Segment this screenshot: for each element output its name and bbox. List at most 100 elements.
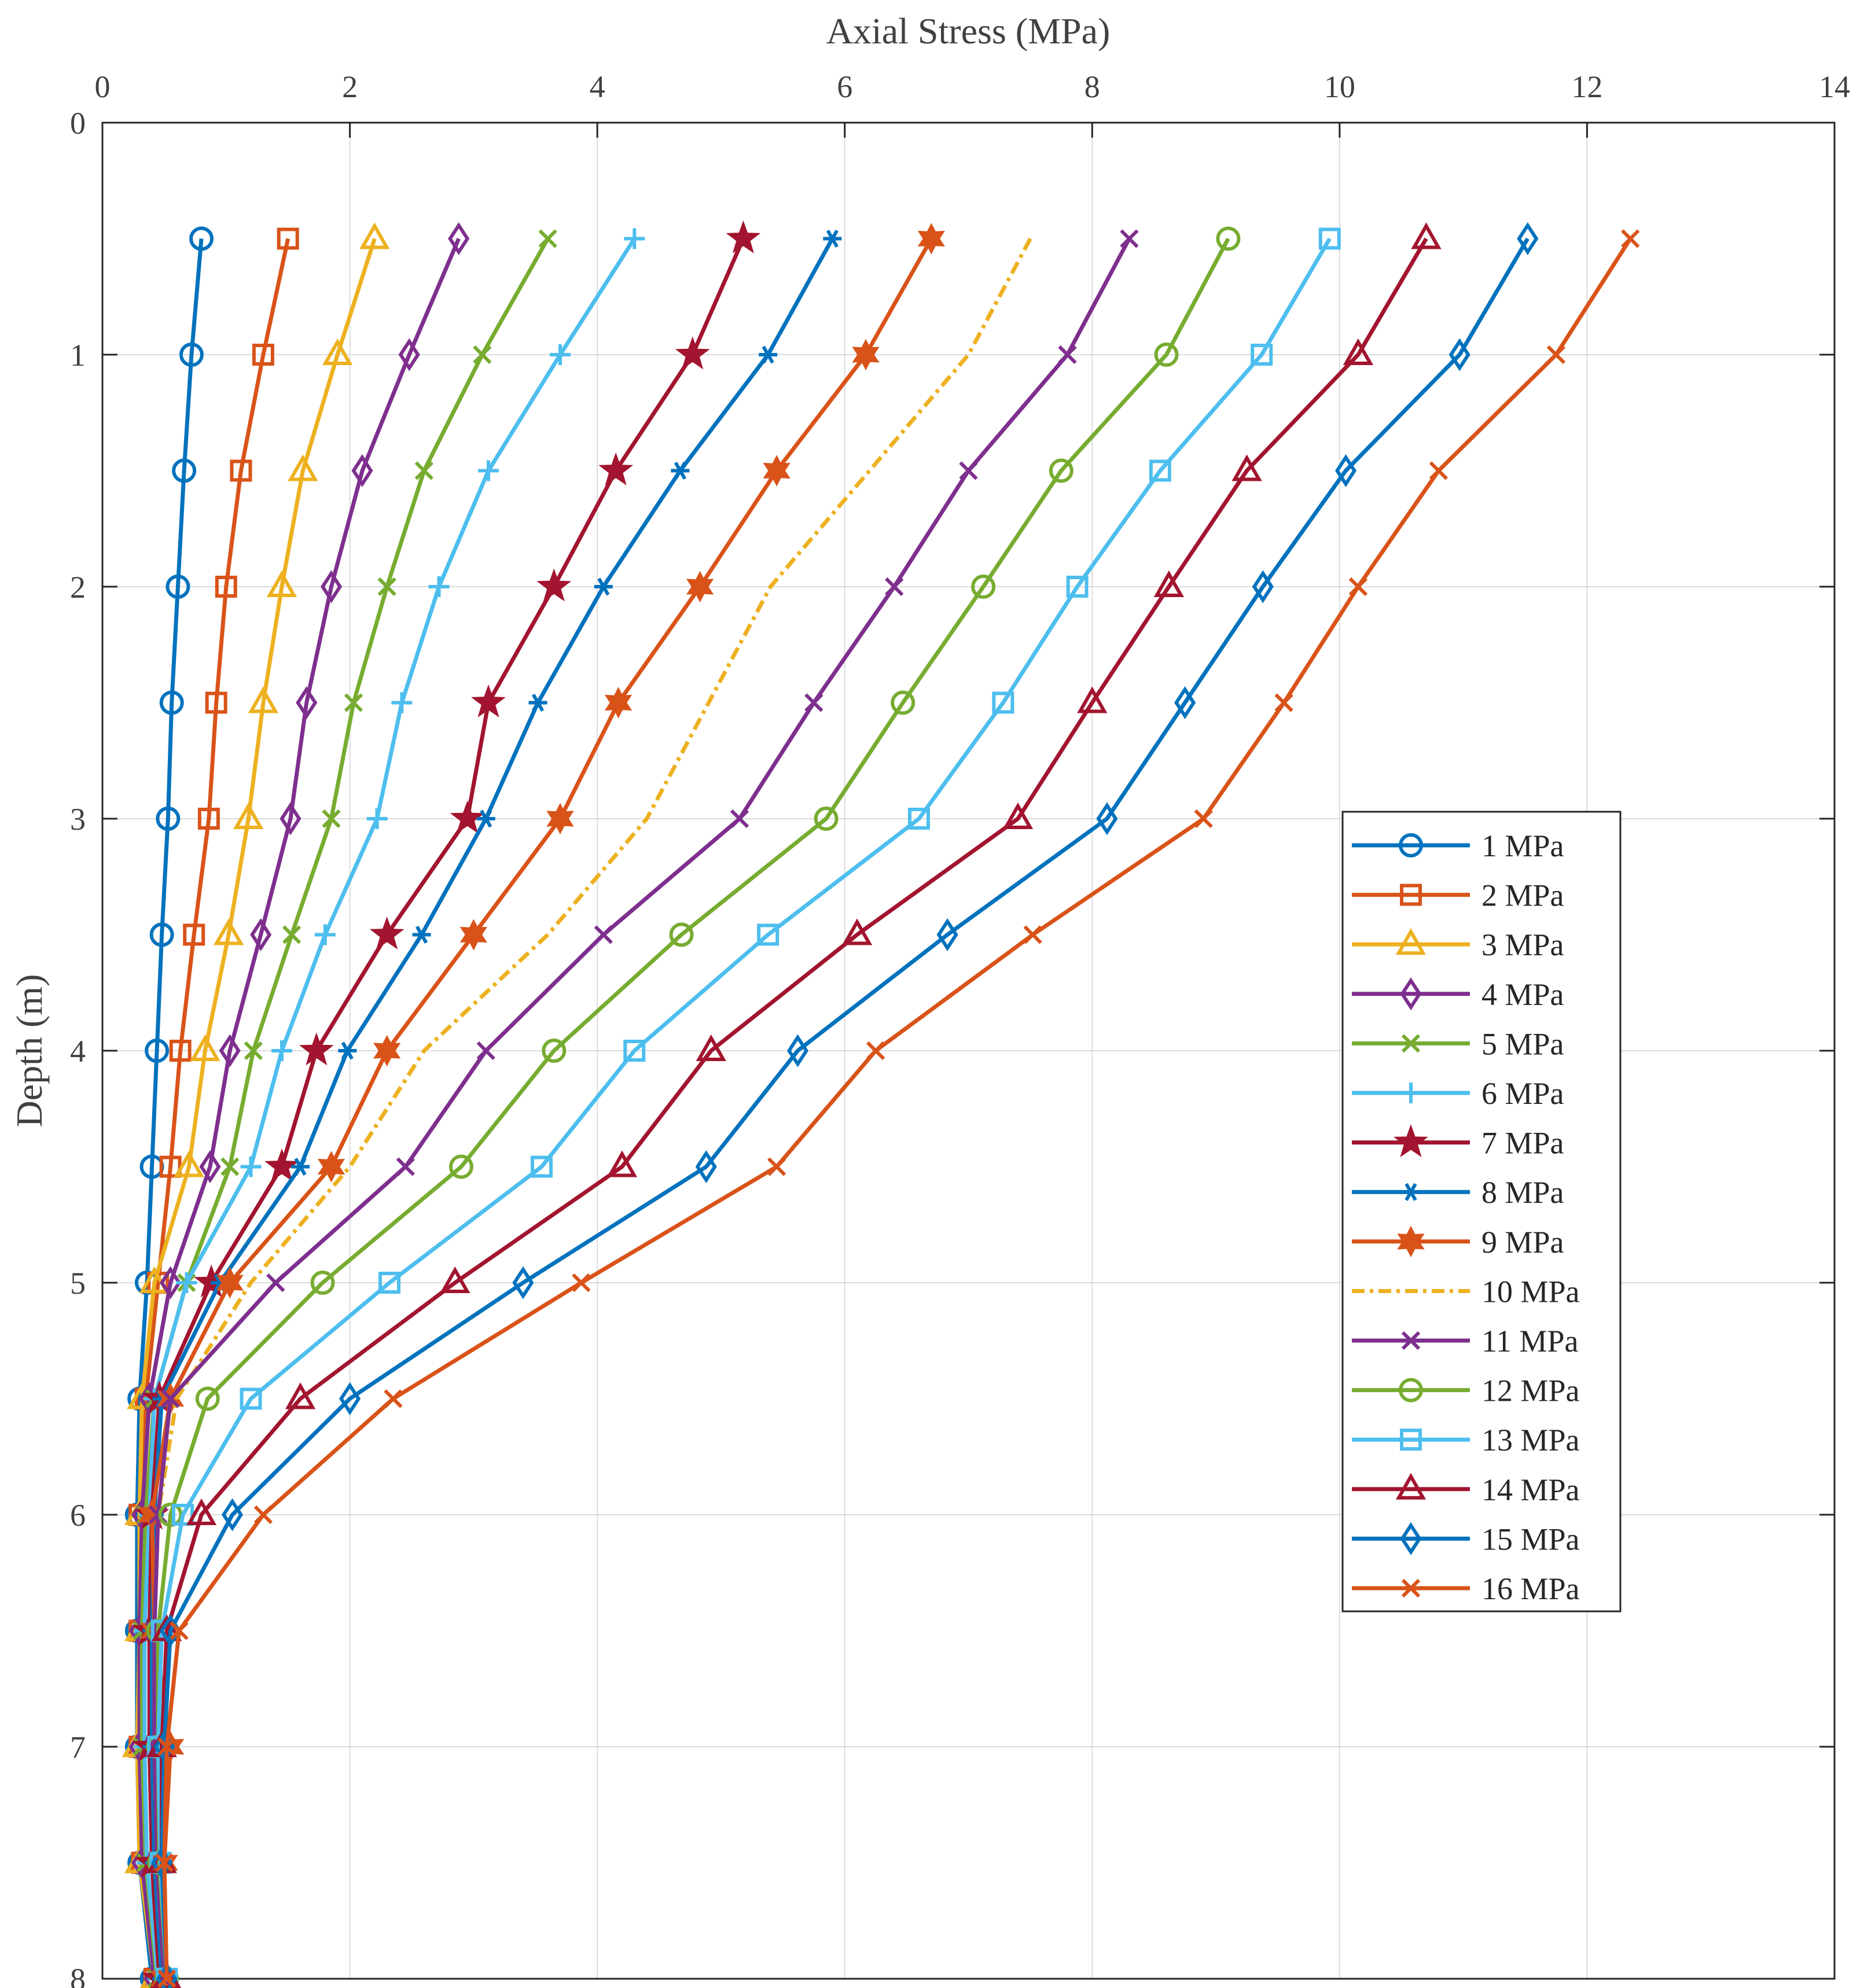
data-point <box>696 1034 726 1061</box>
x-tick-label: 4 <box>590 69 605 104</box>
data-point <box>252 344 274 366</box>
data-point <box>215 576 237 598</box>
data-point <box>1621 229 1640 248</box>
series-6-mpa <box>134 228 645 1988</box>
data-point <box>186 1498 217 1525</box>
data-point <box>414 461 433 480</box>
data-point <box>550 344 571 365</box>
data-point <box>320 570 343 603</box>
legend-label: 4 MPa <box>1481 977 1564 1012</box>
y-tick-label: 3 <box>70 802 86 837</box>
data-point <box>1120 229 1139 248</box>
y-axis-title: Depth (m) <box>9 974 50 1128</box>
series-line <box>150 237 834 1979</box>
data-point <box>885 577 904 597</box>
data-point <box>1429 461 1448 480</box>
legend-marker <box>1400 1522 1422 1555</box>
data-point <box>936 918 958 951</box>
legend-marker <box>1399 833 1423 857</box>
data-point <box>598 452 634 485</box>
data-point <box>450 800 485 834</box>
series-line <box>156 237 1332 1979</box>
data-point <box>183 923 205 946</box>
data-point <box>339 1382 361 1415</box>
data-point <box>166 575 190 599</box>
legend-label: 8 MPa <box>1481 1175 1564 1210</box>
data-point <box>366 808 388 829</box>
data-point <box>606 1150 638 1177</box>
data-point <box>675 336 710 370</box>
legend-label: 14 MPa <box>1481 1472 1580 1507</box>
data-point <box>280 802 302 835</box>
legend-label: 16 MPa <box>1481 1571 1580 1606</box>
data-point <box>338 1041 357 1060</box>
data-point <box>763 455 791 487</box>
data-point <box>473 345 492 365</box>
data-point <box>156 807 181 831</box>
data-point <box>1252 570 1274 603</box>
data-point <box>1517 222 1539 255</box>
data-point <box>266 570 297 597</box>
data-point <box>282 925 302 944</box>
data-point <box>248 686 279 713</box>
legend-marker <box>1394 1124 1428 1157</box>
y-tick-label: 2 <box>70 570 86 605</box>
data-point <box>250 918 272 951</box>
data-point <box>344 693 363 712</box>
legend-marker <box>1401 1578 1421 1598</box>
data-point <box>1216 226 1241 251</box>
data-point <box>1334 454 1357 487</box>
data-point <box>277 227 299 250</box>
data-point <box>179 343 204 367</box>
legend-marker <box>1395 928 1427 955</box>
legend-marker <box>1400 883 1422 906</box>
legend-label: 6 MPa <box>1481 1076 1564 1111</box>
legend-entry: 1 MPa <box>1352 829 1564 863</box>
legend: 1 MPa 2 MPa 3 MPa 4 MPa 5 MPa 6 MPa 7 MPa 8 MPa… <box>1341 811 1622 1613</box>
legend-marker <box>1401 1331 1421 1350</box>
y-tick-label: 7 <box>70 1730 86 1765</box>
data-point <box>546 802 574 835</box>
data-point <box>428 576 450 597</box>
data-point <box>233 802 264 829</box>
data-point <box>391 692 413 713</box>
data-point <box>1066 576 1089 598</box>
x-tick-label: 14 <box>1819 69 1850 104</box>
data-point <box>471 684 506 717</box>
data-point <box>1274 693 1293 712</box>
data-point <box>866 1041 885 1061</box>
series-line <box>160 237 1428 1979</box>
legend-entry: 15 MPa <box>1352 1522 1580 1556</box>
data-point <box>1149 459 1171 482</box>
data-point <box>459 919 487 951</box>
data-point <box>220 1157 240 1176</box>
data-point <box>992 691 1014 714</box>
legend-marker <box>1400 1083 1421 1103</box>
legend-label: 10 MPa <box>1481 1274 1580 1309</box>
series-line <box>160 237 1530 1979</box>
data-point <box>199 1150 221 1183</box>
data-point <box>804 693 823 712</box>
series-line <box>152 237 1131 1979</box>
data-point <box>695 1150 717 1183</box>
series-line <box>142 237 637 1979</box>
x-tick-label: 12 <box>1571 69 1602 104</box>
data-point <box>244 1041 263 1061</box>
data-point <box>1077 686 1108 713</box>
series-layer <box>122 220 1640 1988</box>
data-point <box>907 808 930 830</box>
data-point <box>195 1386 220 1411</box>
data-point <box>959 461 978 480</box>
data-point <box>1002 802 1034 829</box>
data-point <box>170 1621 189 1640</box>
y-tick-label: 1 <box>70 338 86 373</box>
x-tick-label: 8 <box>1084 69 1100 104</box>
data-point <box>139 1266 170 1293</box>
x-axis-title: Axial Stress (MPa) <box>826 10 1111 51</box>
y-tick-label: 0 <box>70 106 86 141</box>
data-point <box>157 1969 177 1988</box>
legend-label: 5 MPa <box>1481 1026 1564 1061</box>
legend-entry: 5 MPa <box>1352 1026 1564 1061</box>
data-point <box>1546 345 1566 365</box>
y-tick-label: 6 <box>70 1498 86 1533</box>
